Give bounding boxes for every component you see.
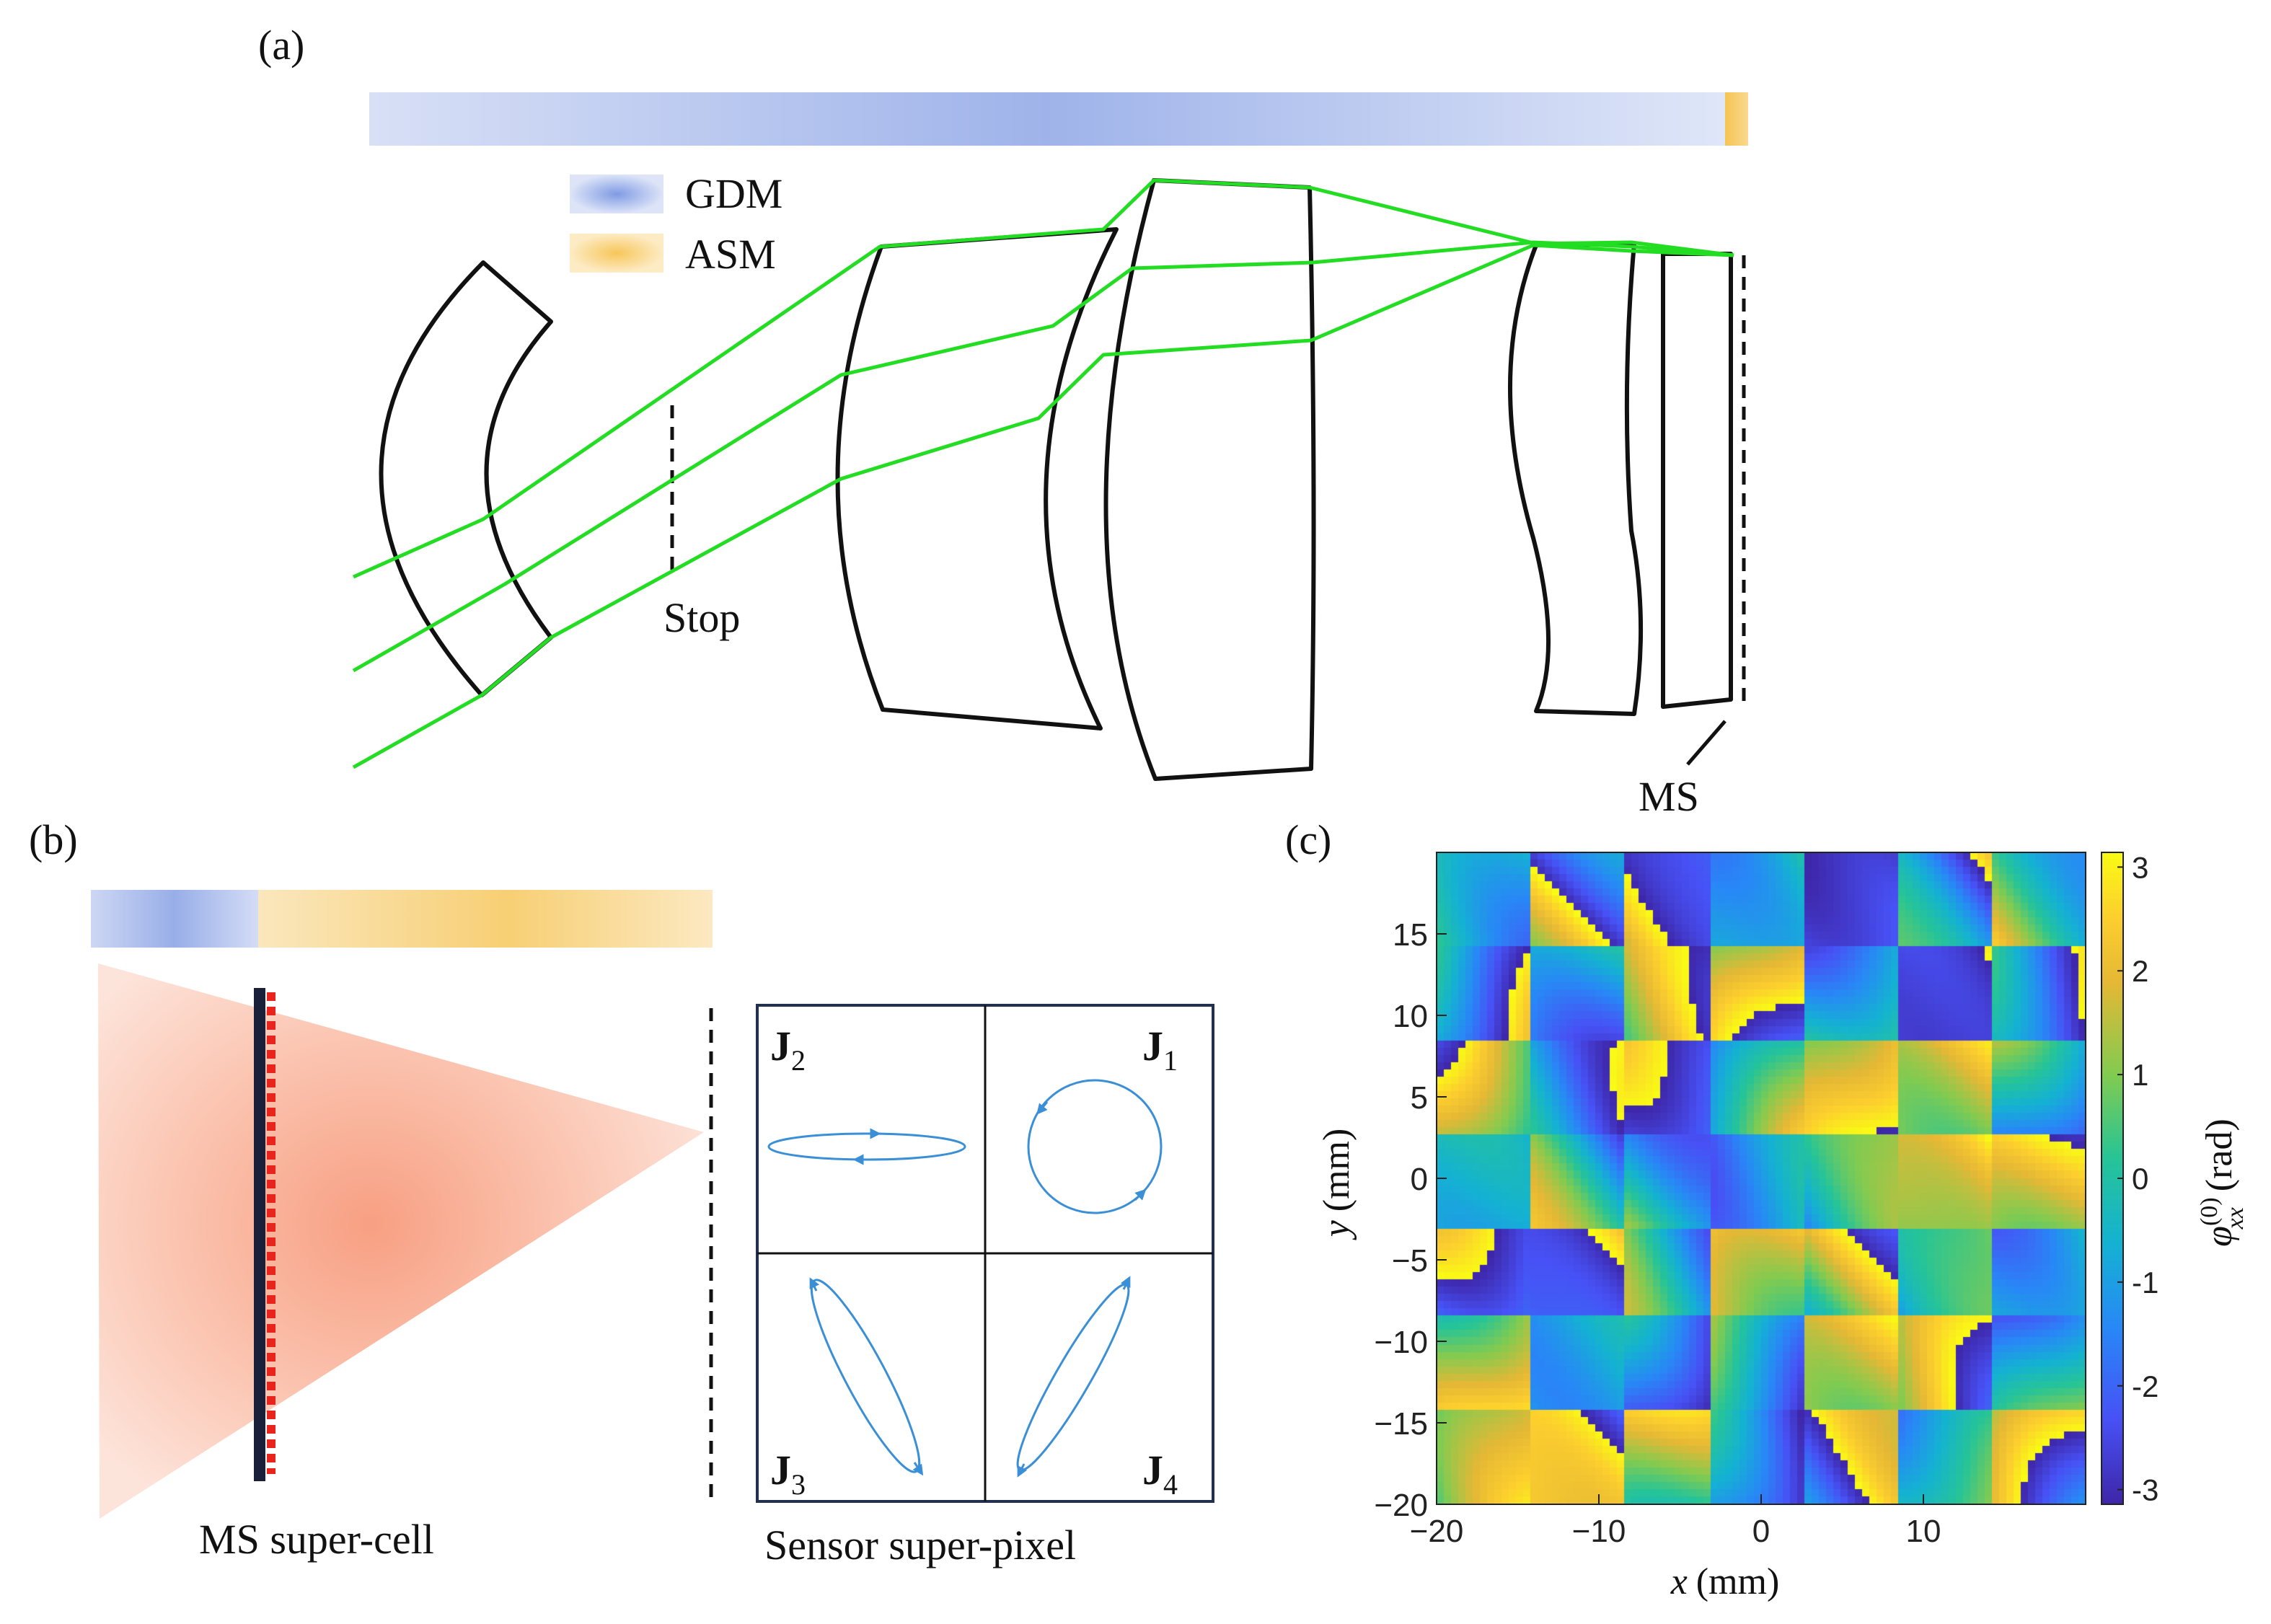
gdm-segment	[369, 92, 1725, 146]
supercell-label: MS super-cell	[199, 1516, 434, 1563]
colorbar-ticks: 3 2 1 0 -1 -2 -3	[2117, 850, 2158, 1507]
y-axis-ticks: 15 10 5 0 −5 −10 −15 −20	[1374, 917, 1447, 1523]
asm-segment-b	[258, 890, 713, 948]
x-tick-label: 0	[1752, 1514, 1770, 1549]
jones-J4-letter: J	[1142, 1447, 1163, 1493]
legend-gdm-label: GDM	[685, 170, 782, 217]
ms-supercell	[254, 988, 275, 1481]
lens-4	[1507, 242, 1644, 716]
arrow-J3-a	[809, 1277, 820, 1292]
y-tick-label: 15	[1393, 917, 1428, 953]
y-tick-label: 0	[1411, 1162, 1428, 1197]
jones-J2-letter: J	[770, 1023, 791, 1069]
light-cone	[98, 963, 704, 1519]
svg-text:J3: J3	[770, 1447, 806, 1501]
svg-text:J4: J4	[1142, 1447, 1178, 1501]
x-axis-unit: (mm)	[1696, 1561, 1780, 1602]
y-tick-label: −5	[1392, 1243, 1428, 1279]
colorbar-tick-label: 3	[2132, 850, 2148, 884]
lens-5-plate	[1661, 252, 1733, 709]
lens-1-meniscus	[379, 260, 553, 697]
colorbar-sym: φ	[2199, 1226, 2240, 1247]
jones-J3-cell: J3	[770, 1277, 924, 1501]
lens-system: MS	[379, 178, 1746, 820]
method-bar-a	[369, 92, 1748, 146]
arrow-J1-a	[1036, 1101, 1049, 1115]
x-tick-label: 10	[1906, 1514, 1941, 1549]
stop-label: Stop	[663, 594, 740, 641]
y-axis-label: y (mm)	[1316, 1129, 1357, 1241]
panel-b-label: (b)	[29, 816, 78, 863]
jones-J2-cell: J2	[767, 1023, 966, 1165]
y-tick-label: 5	[1411, 1080, 1428, 1116]
jones-J1-sub: 1	[1163, 1044, 1178, 1077]
sensor-superpixel: J2 J1 J3 J4	[756, 1004, 1214, 1503]
colorbar-tick-label: -3	[2132, 1473, 2158, 1507]
x-tick-label: −10	[1572, 1514, 1626, 1549]
lens-3	[1103, 178, 1316, 781]
arrow-J1-b	[1134, 1188, 1147, 1201]
jones-J1-cell: J1	[1027, 1023, 1178, 1214]
y-tick-label: −20	[1374, 1488, 1428, 1523]
colorbar-label: φ(0)xx (rad)	[2196, 1118, 2249, 1247]
asm-segment	[1725, 92, 1748, 146]
legend-asm-label: ASM	[685, 231, 776, 278]
ms-leader	[1686, 720, 1727, 766]
svg-text:J1: J1	[1142, 1023, 1178, 1077]
colorbar-sub: xx	[2222, 1207, 2249, 1230]
ray-middle	[352, 240, 1734, 673]
x-tick-label: −20	[1410, 1514, 1464, 1549]
colorbar-tick-label: 2	[2132, 954, 2148, 988]
lens-2	[835, 227, 1119, 731]
panel-c-label: (c)	[1285, 816, 1331, 863]
x-axis-label: x (mm)	[1670, 1561, 1780, 1602]
jones-J3-sub: 3	[791, 1468, 806, 1501]
y-axis-unit: (mm)	[1316, 1129, 1357, 1212]
arrow-J4-a	[1120, 1276, 1131, 1290]
x-axis-ticks: −20 −10 0 10	[1410, 1494, 1941, 1549]
colorbar-unit: (rad)	[2199, 1118, 2240, 1191]
y-axis-var: y	[1316, 1219, 1357, 1240]
ms-label: MS	[1639, 773, 1699, 820]
jones-J4-sub: 4	[1163, 1468, 1178, 1501]
colorbar-tick-label: 0	[2132, 1162, 2148, 1196]
polarization-circle-J1	[1027, 1079, 1163, 1214]
jones-J1-letter: J	[1142, 1023, 1163, 1069]
jones-J4-cell: J4	[1016, 1276, 1178, 1501]
legend-gdm-swatch	[570, 175, 663, 213]
panel-a-label: (a)	[258, 22, 304, 69]
colorbar-sup: (0)	[2196, 1197, 2223, 1226]
y-tick-label: −15	[1374, 1406, 1428, 1442]
arrow-J4-b	[1017, 1463, 1028, 1478]
y-tick-label: −10	[1374, 1325, 1428, 1360]
svg-text:J2: J2	[770, 1023, 806, 1077]
ray-top	[352, 178, 1734, 579]
ray-bottom	[352, 243, 1734, 769]
ray-bundle	[352, 178, 1734, 769]
legend: GDM ASM	[570, 170, 782, 278]
method-bar-b	[91, 890, 713, 948]
colorbar-tick-label: 1	[2132, 1058, 2148, 1092]
arrow-J3-b	[912, 1462, 924, 1476]
gdm-segment-b	[91, 890, 258, 948]
legend-asm-swatch	[570, 234, 663, 273]
jones-J2-sub: 2	[791, 1044, 806, 1077]
superpixel-label: Sensor super-pixel	[764, 1522, 1076, 1568]
y-tick-label: 10	[1393, 999, 1428, 1034]
supercell-substrate	[254, 988, 265, 1481]
jones-J3-letter: J	[770, 1447, 791, 1493]
colorbar-tick-label: -1	[2132, 1266, 2158, 1299]
colorbar-tick-label: -2	[2132, 1369, 2158, 1403]
phase-heatmap	[1437, 852, 2086, 1504]
x-axis-var: x	[1670, 1561, 1688, 1602]
